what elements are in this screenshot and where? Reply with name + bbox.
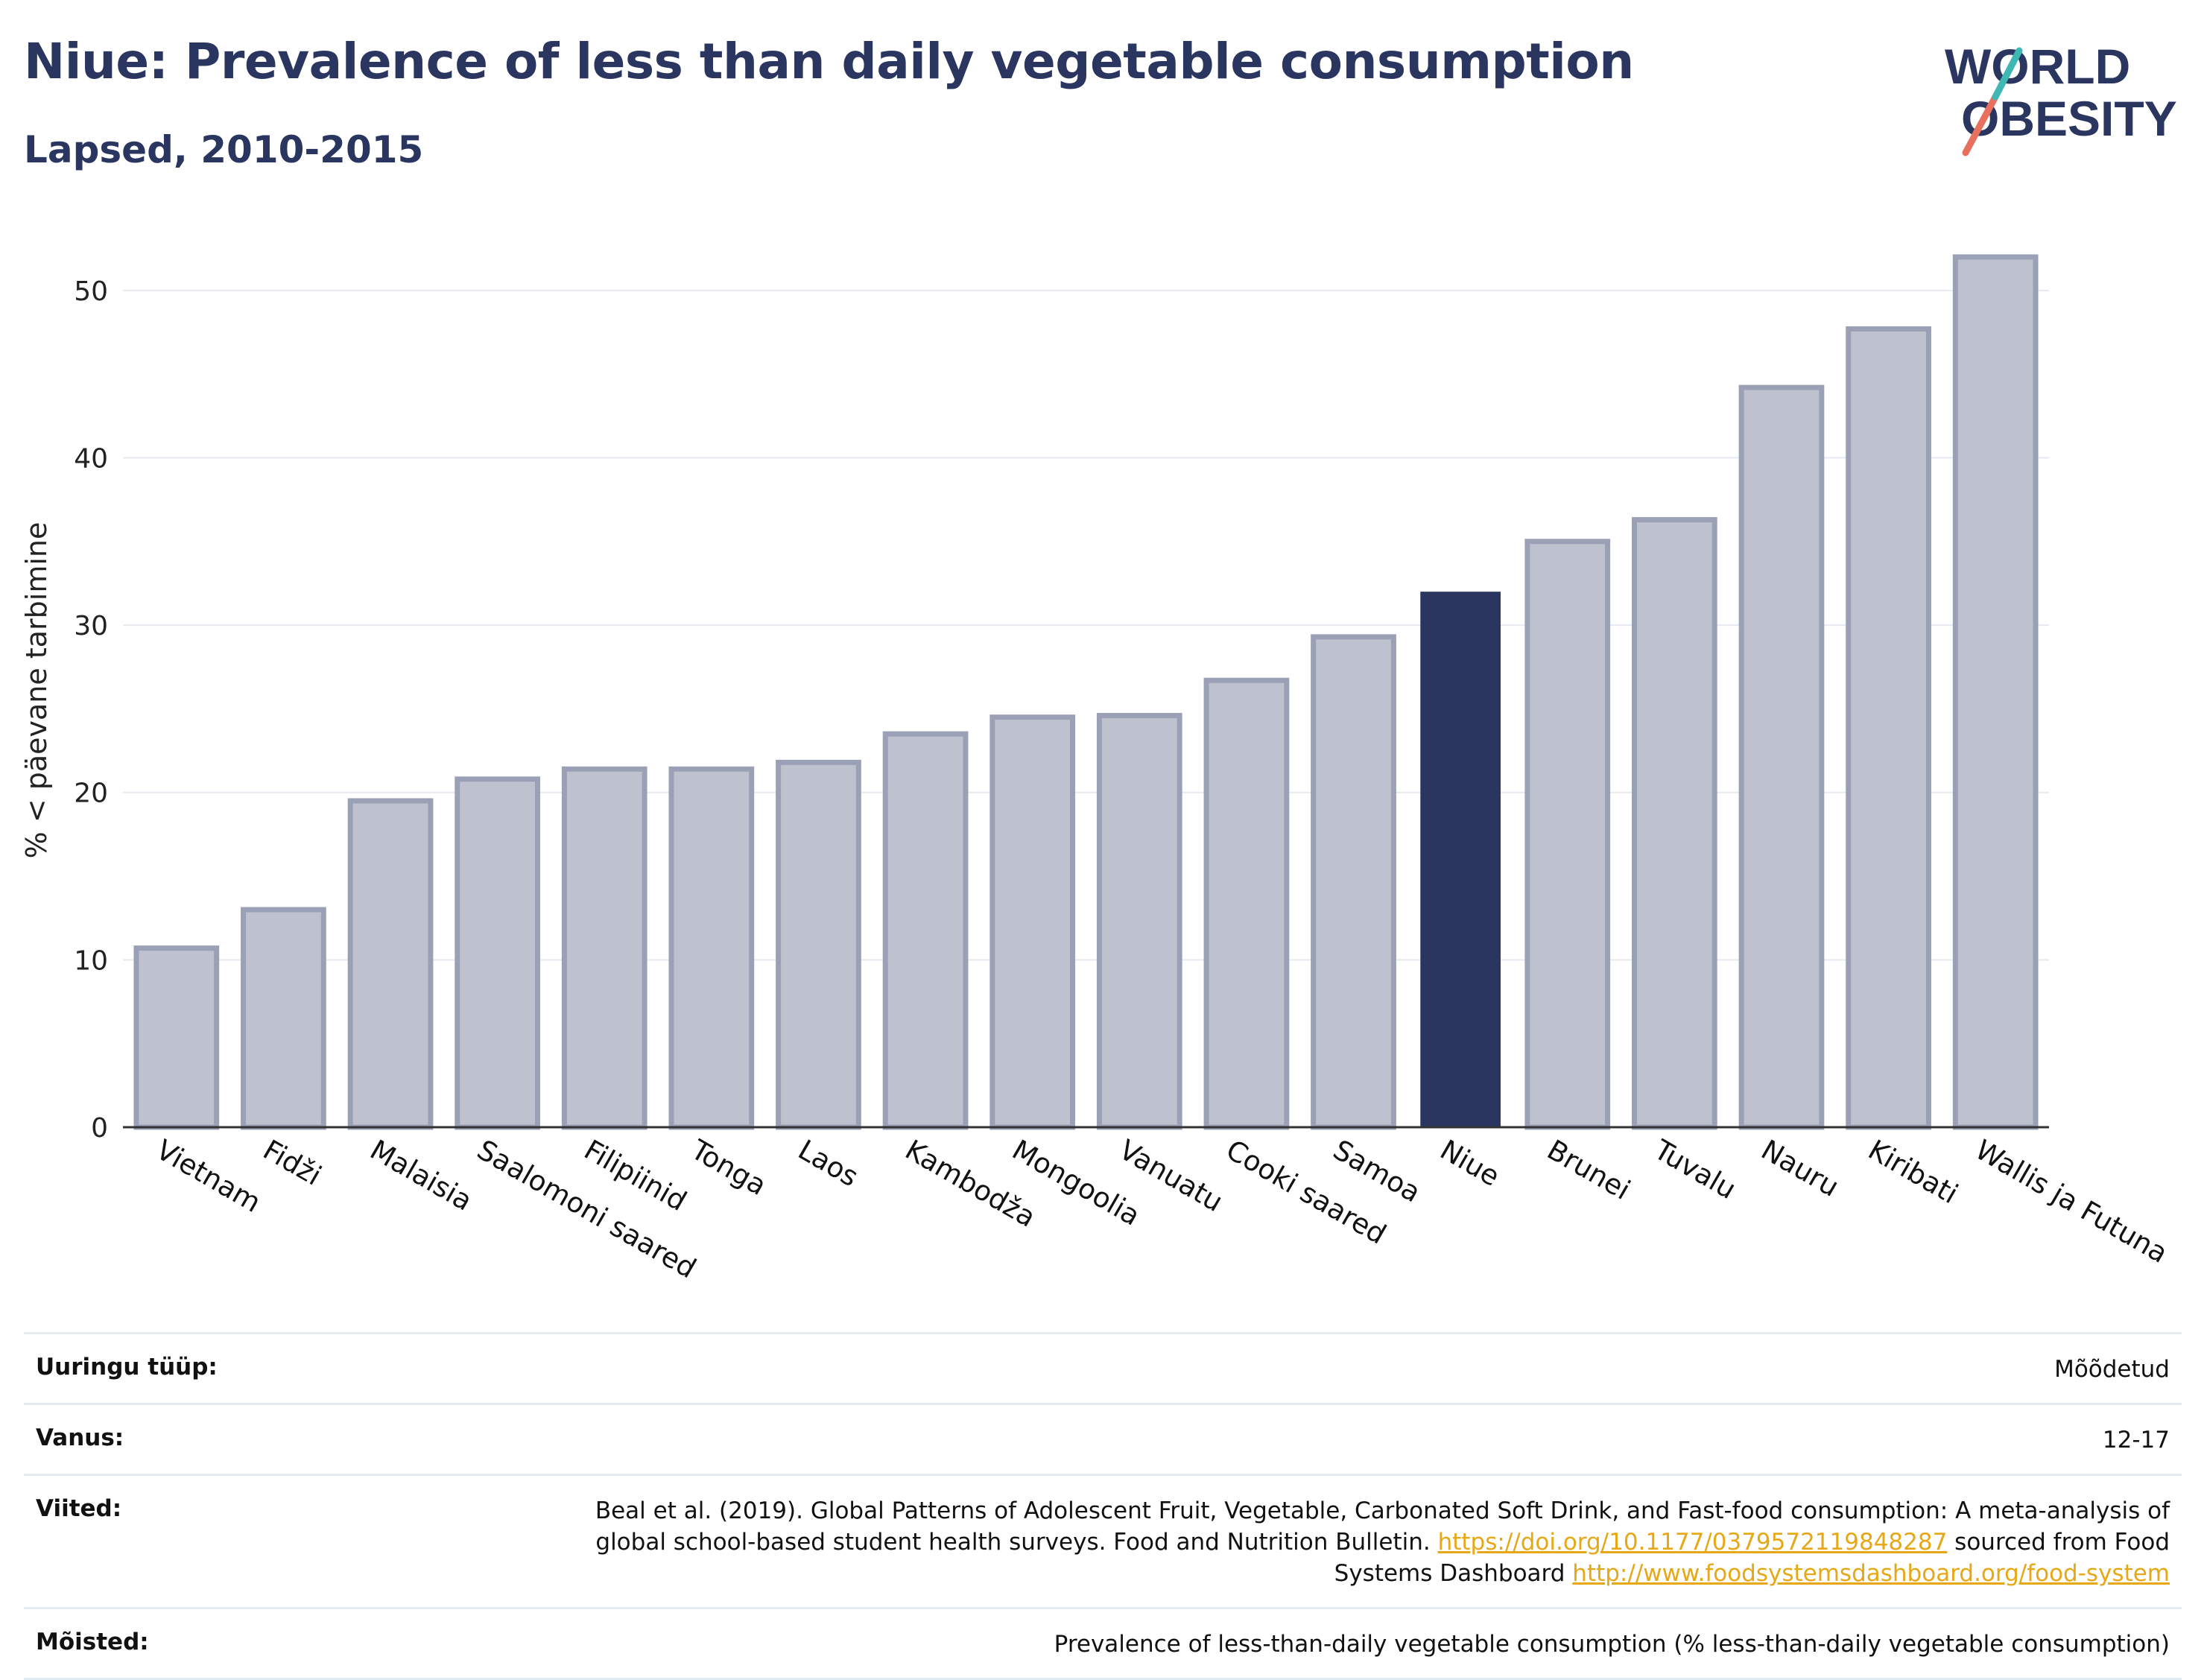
meta-row-references: Viited: Beal et al. (2019). Global Patte…	[24, 1474, 2182, 1607]
bar-cooki-saared	[1203, 677, 1290, 1130]
meta-label: Vanus:	[36, 1424, 124, 1451]
bar-tonga	[668, 766, 755, 1130]
bar-filipiinid	[561, 766, 647, 1130]
x-tick-label: Niue	[1435, 1134, 1505, 1193]
x-tick-label: Brunei	[1542, 1134, 1635, 1207]
meta-label: Viited:	[36, 1495, 122, 1522]
page-subtitle: Lapsed, 2010-2015	[24, 128, 424, 171]
page-title: Niue: Prevalence of less than daily vege…	[24, 33, 1634, 90]
doi-link[interactable]: https://doi.org/10.1177/0379572119848287	[1437, 1529, 1948, 1556]
bar-wallis-ja-futuna	[1952, 254, 2039, 1130]
meta-value: Prevalence of less-than-daily vegetable …	[1054, 1631, 2170, 1658]
meta-value-references: Beal et al. (2019). Global Patterns of A…	[568, 1495, 2170, 1589]
y-axis-ticks: 0 10 20 30 40 50	[74, 276, 108, 1144]
reference-text: Beal et al. (2019). Global Patterns of A…	[595, 1497, 2170, 1556]
x-tick-label: Tonga	[685, 1133, 771, 1202]
bar-mongoolia	[989, 714, 1076, 1130]
x-tick-label: Malaisia	[365, 1134, 478, 1217]
y-tick-label: 20	[74, 779, 108, 809]
y-axis-label: % < päevane tarbimine	[20, 522, 53, 859]
dashboard-link[interactable]: http://www.foodsystemsdashboard.org/food…	[1572, 1560, 2170, 1587]
meta-value: 12-17	[2102, 1427, 2170, 1454]
meta-label: Uuringu tüüp:	[36, 1354, 218, 1381]
bars	[133, 254, 2039, 1130]
bar-tuvalu	[1632, 517, 1717, 1130]
x-tick-label: Nauru	[1755, 1134, 1844, 1203]
bar-malaisia	[347, 798, 434, 1130]
y-tick-label: 10	[74, 945, 108, 976]
meta-row-age: Vanus: 12-17	[24, 1403, 2182, 1474]
y-tick-label: 30	[74, 611, 108, 641]
bar-kiribati	[1846, 326, 1931, 1130]
meta-label: Mõisted:	[36, 1629, 149, 1655]
y-tick-label: 0	[91, 1113, 108, 1144]
logo-line1: WORLD	[1945, 39, 2130, 94]
grid-lines	[123, 289, 2049, 961]
bar-brunei	[1524, 539, 1611, 1130]
x-tick-label: Tuvalu	[1648, 1133, 1741, 1205]
reference-text-mid: sourced from Food Systems Dashboard	[1334, 1529, 2170, 1587]
bar-saalomoni-saared	[455, 776, 540, 1130]
y-tick-label: 40	[74, 443, 108, 474]
world-obesity-logo: WORLD OBESITY	[1945, 39, 2177, 156]
meta-value: Mõõdetud	[2054, 1356, 2170, 1383]
meta-row-survey-type: Uuringu tüüp: Mõõdetud	[24, 1332, 2182, 1403]
x-tick-label: Vietnam	[151, 1134, 266, 1219]
bar-laos	[776, 759, 861, 1130]
bar-vietnam	[133, 945, 220, 1130]
bar-vanuatu	[1096, 712, 1182, 1130]
x-tick-label: Kiribati	[1863, 1134, 1963, 1211]
bar-kambodža	[882, 731, 969, 1130]
bar-samoa	[1311, 634, 1396, 1130]
meta-row-definitions: Mõisted: Prevalence of less-than-daily v…	[24, 1607, 2182, 1680]
bar-niue	[1420, 592, 1501, 1127]
x-tick-label: Fidži	[258, 1134, 327, 1192]
x-tick-label: Wallis ja Futuna	[1970, 1134, 2173, 1269]
y-tick-label: 50	[74, 276, 108, 307]
bar-fidži	[241, 907, 326, 1130]
bar-nauru	[1738, 384, 1825, 1130]
metadata-table: Uuringu tüüp: Mõõdetud Vanus: 12-17 Viit…	[24, 1332, 2182, 1680]
x-tick-label: Laos	[793, 1134, 864, 1194]
